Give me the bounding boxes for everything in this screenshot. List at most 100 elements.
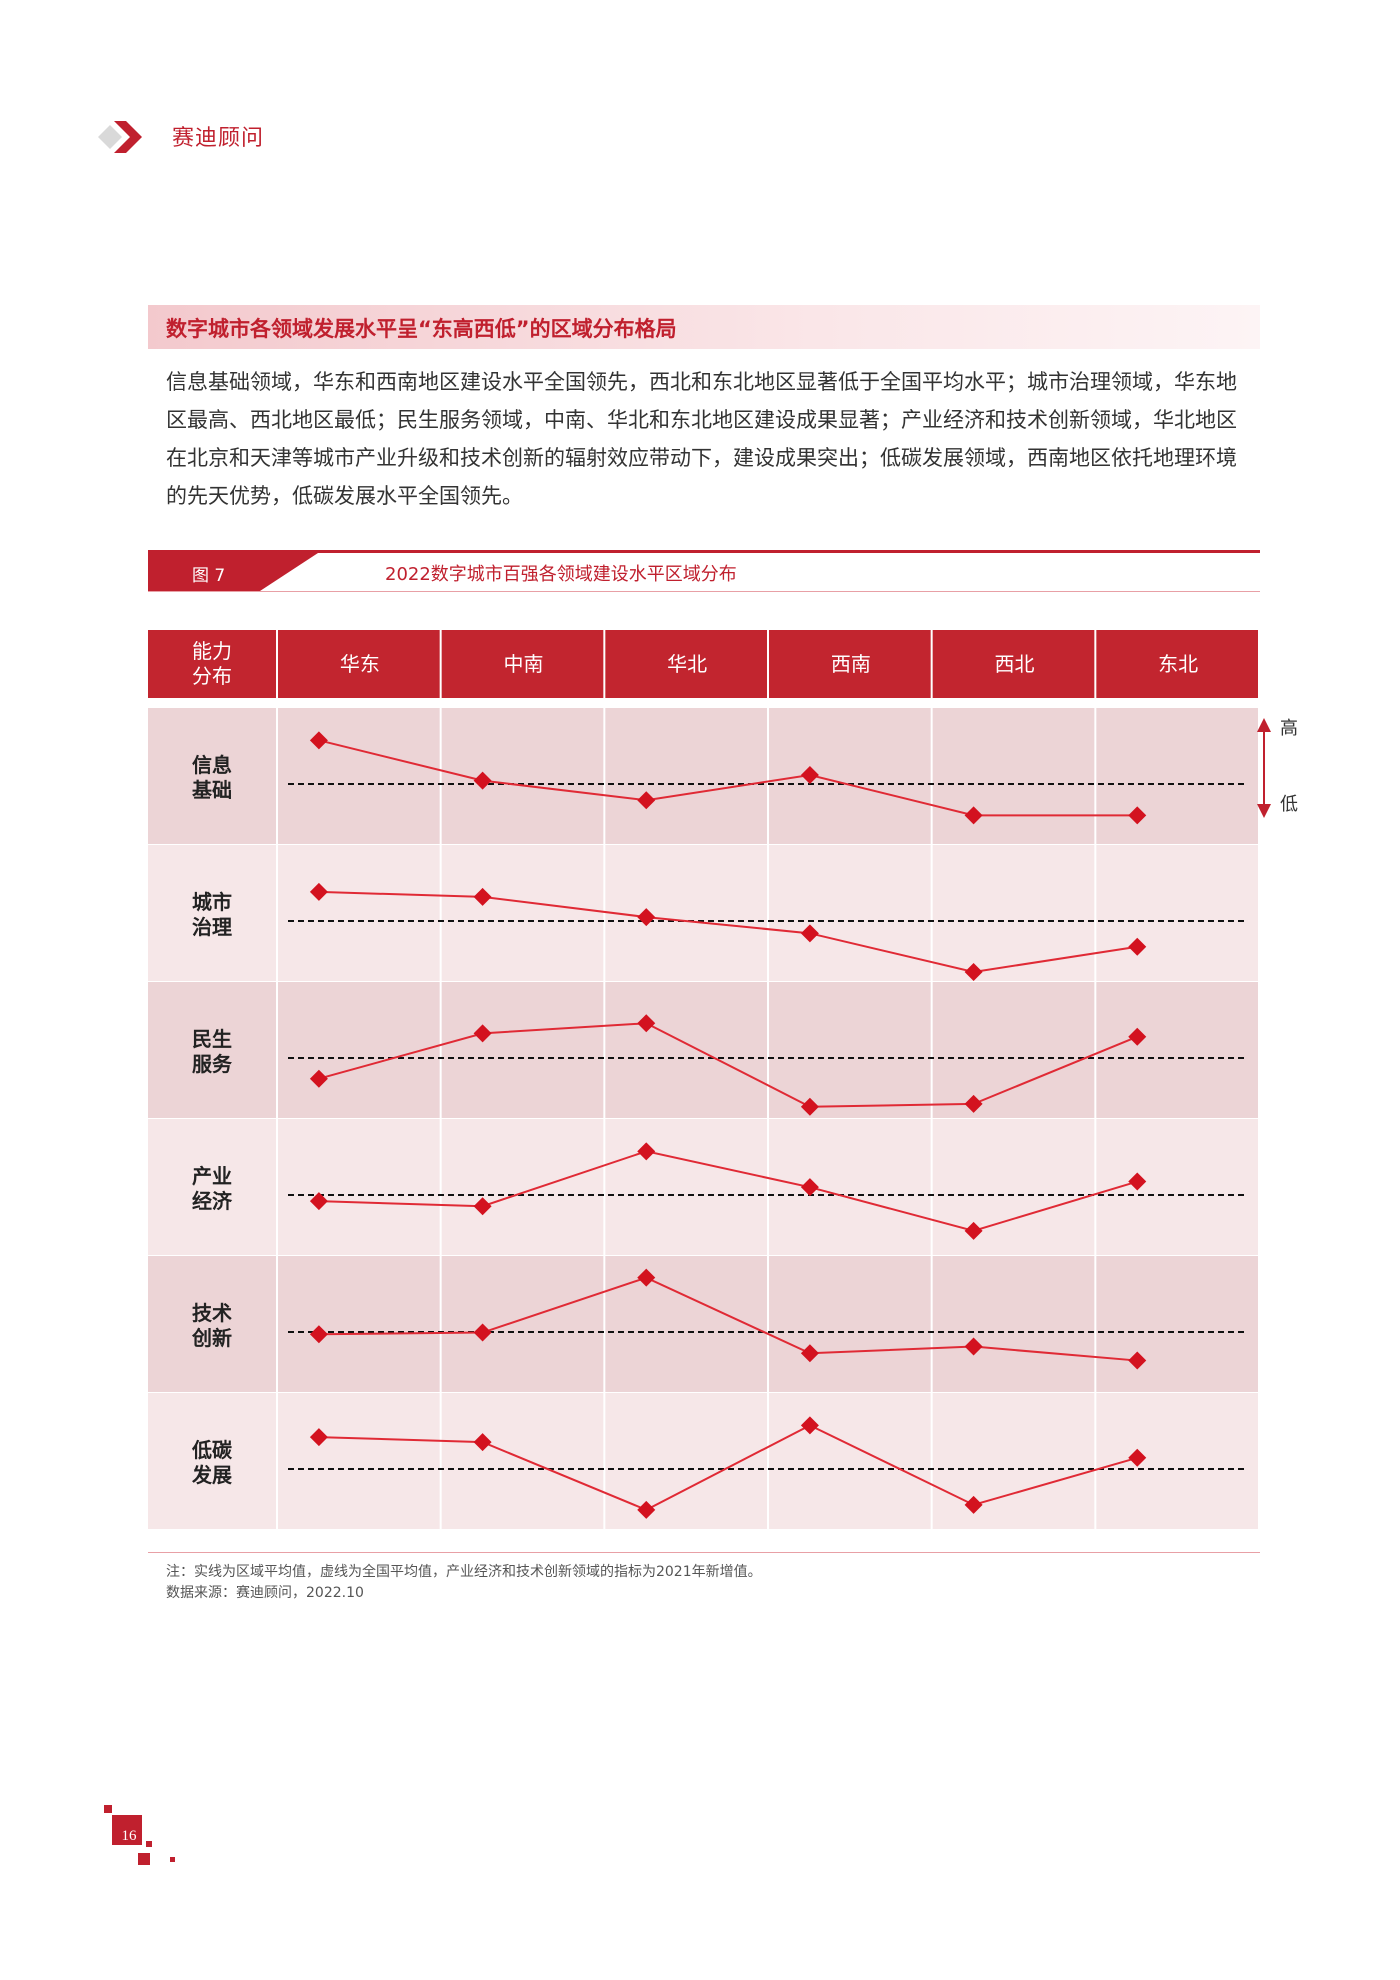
data-point-marker (964, 1495, 983, 1514)
row-data-cell (605, 708, 767, 844)
page-number: 16 (121, 1828, 137, 1844)
row-label: 信息 (192, 753, 232, 777)
row-label: 产业 (192, 1164, 232, 1188)
row-label: 经济 (192, 1189, 233, 1213)
chart-header-cell (769, 630, 931, 698)
chart-corner-label: 分布 (192, 665, 232, 688)
section-banner (148, 305, 1260, 349)
row-data-cell (769, 982, 931, 1118)
row-data-cell (1096, 1119, 1258, 1255)
data-point-marker (473, 1323, 492, 1342)
chart-header-cell (605, 630, 767, 698)
data-point-marker (309, 882, 328, 901)
chart-corner-label: 能力 (192, 640, 232, 663)
row-data-cell (441, 1256, 604, 1392)
row-data-cell (1096, 982, 1258, 1118)
note-rule (148, 1552, 1260, 1553)
row-label: 城市 (192, 890, 232, 914)
row-data-cell (932, 708, 1095, 844)
data-point-marker (800, 924, 819, 943)
chart-header-cell (932, 630, 1095, 698)
category-tick-label: 华北 (667, 653, 707, 676)
row-data-cell (605, 1119, 767, 1255)
section-body: 信息基础领域，华东和西南地区建设水平全国领先，西北和东北地区显著低于全国平均水平… (166, 370, 1237, 508)
row-data-cell (769, 1119, 931, 1255)
row-data-cell (605, 845, 767, 981)
category-tick-label: 东北 (1158, 653, 1198, 676)
row-data-cell (441, 1119, 604, 1255)
scale-arrow-down-icon (1257, 804, 1271, 818)
row-data-cell (1096, 1393, 1258, 1529)
data-point-marker (1128, 1448, 1147, 1467)
data-point-marker (637, 1014, 656, 1033)
row-label-cell (148, 1256, 276, 1392)
data-point-marker (800, 1344, 819, 1363)
data-point-marker (800, 1416, 819, 1435)
figure-title: 2022数字城市百强各领域建设水平区域分布 (385, 564, 737, 585)
data-point-marker (309, 1325, 328, 1344)
data-point-marker (1128, 1351, 1147, 1370)
row-data-cell (769, 1256, 931, 1392)
row-data-cell (932, 1256, 1095, 1392)
data-point-marker (473, 887, 492, 906)
region-average-line (318, 1276, 1138, 1362)
row-data-cell (1096, 845, 1258, 981)
row-label-cell (148, 982, 276, 1118)
section-title: 数字城市各领域发展水平呈“东高西低”的区域分布格局 (166, 317, 677, 341)
data-point-marker (964, 1094, 983, 1113)
scale-arrow-up-icon (1257, 718, 1271, 732)
data-point-marker (473, 1433, 492, 1452)
category-tick-label: 西南 (831, 653, 871, 676)
data-point-marker (1128, 1172, 1147, 1191)
data-point-marker (637, 1142, 656, 1161)
row-data-cell (441, 982, 604, 1118)
row-data-cell (441, 708, 604, 844)
data-point-marker (309, 1192, 328, 1211)
row-label-cell (148, 1393, 276, 1529)
row-label: 治理 (192, 915, 232, 939)
row-label: 技术 (192, 1301, 232, 1325)
row-data-cell (769, 845, 931, 981)
figure-bottom-rule (148, 591, 1260, 592)
row-data-cell (278, 845, 440, 981)
row-data-cell (278, 708, 440, 844)
chart-header-cell (278, 630, 440, 698)
row-data-cell (278, 1393, 440, 1529)
chart-source: 数据来源：赛迪顾问，2022.10 (166, 1585, 364, 1601)
figure-top-rule (148, 550, 1260, 553)
data-point-marker (309, 1428, 328, 1447)
category-tick-label: 中南 (504, 653, 544, 676)
row-data-cell (1096, 1256, 1258, 1392)
row-label-cell (148, 845, 276, 981)
row-label: 低碳 (191, 1438, 233, 1462)
row-data-cell (278, 1119, 440, 1255)
row-label: 基础 (192, 779, 232, 802)
row-label-cell (148, 708, 276, 844)
row-label: 民生 (192, 1028, 232, 1051)
category-tick-label: 西北 (995, 653, 1035, 676)
data-point-marker (473, 1024, 492, 1043)
chart-note: 注：实线为区域平均值，虚线为全国平均值，产业经济和技术创新领域的指标为2021年… (166, 1564, 762, 1580)
row-label: 发展 (191, 1463, 232, 1487)
figure-tab (148, 553, 318, 591)
data-point-marker (473, 1197, 492, 1216)
data-point-marker (637, 1268, 656, 1287)
data-point-marker (964, 962, 983, 981)
row-data-cell (932, 1119, 1095, 1255)
data-point-marker (473, 771, 492, 790)
data-point-marker (1128, 937, 1147, 956)
region-average-line (318, 1150, 1138, 1232)
data-point-marker (1128, 806, 1147, 825)
row-data-cell (932, 1393, 1095, 1529)
data-point-marker (964, 806, 983, 825)
data-point-marker (309, 731, 328, 750)
scale-high-label: 高 (1280, 718, 1298, 738)
row-data-cell (441, 1393, 604, 1529)
data-point-marker (964, 1221, 983, 1240)
row-data-cell (932, 982, 1095, 1118)
data-point-marker (309, 1069, 328, 1088)
row-data-cell (605, 1256, 767, 1392)
data-point-marker (800, 1178, 819, 1197)
scale-low-label: 低 (1280, 794, 1298, 814)
region-average-line (318, 739, 1138, 817)
